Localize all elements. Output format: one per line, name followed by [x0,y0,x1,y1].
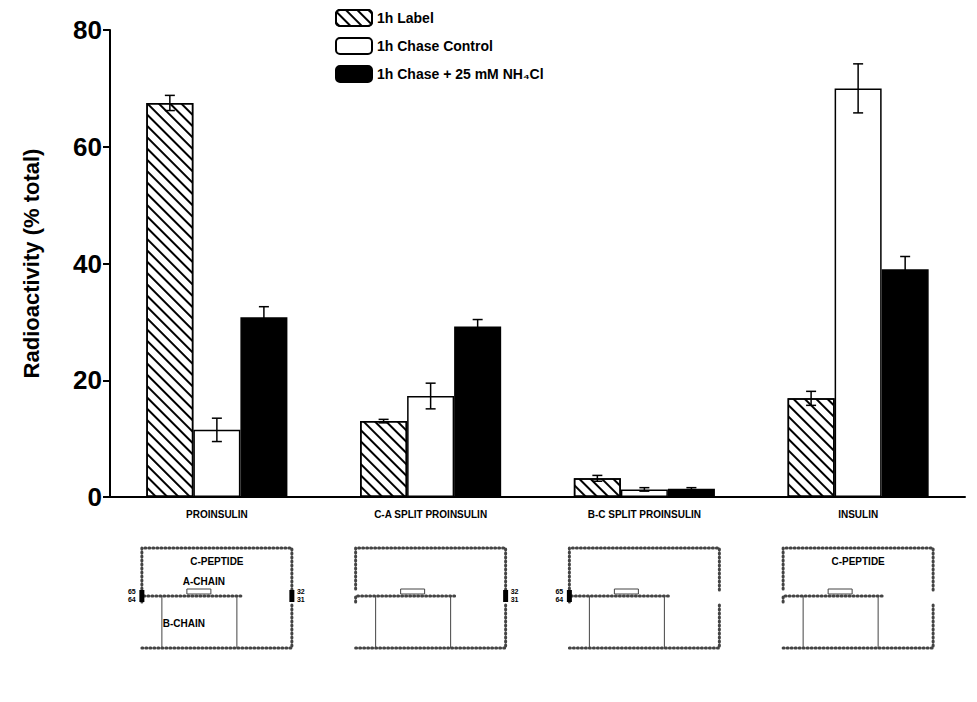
svg-text:1h Chase + 25 mM NH₄Cl: 1h Chase + 25 mM NH₄Cl [377,66,544,82]
svg-text:INSULIN: INSULIN [838,509,878,520]
svg-text:A-CHAIN: A-CHAIN [183,576,225,587]
svg-text:Radioactivity (% total): Radioactivity (% total) [19,149,44,379]
svg-text:31: 31 [511,596,519,603]
svg-text:C-PEPTIDE: C-PEPTIDE [190,556,244,567]
svg-text:B-CHAIN: B-CHAIN [163,618,205,629]
svg-text:65: 65 [128,588,136,595]
svg-text:64: 64 [128,596,136,603]
svg-text:32: 32 [297,588,305,595]
svg-text:31: 31 [297,596,305,603]
svg-text:32: 32 [511,588,519,595]
svg-text:1h Chase Control: 1h Chase Control [377,38,493,54]
svg-text:1h Label: 1h Label [377,10,434,26]
svg-text:PROINSULIN: PROINSULIN [186,509,248,520]
svg-text:C-PEPTIDE: C-PEPTIDE [831,556,885,567]
svg-text:64: 64 [555,596,563,603]
svg-text:C-A SPLIT PROINSULIN: C-A SPLIT PROINSULIN [374,509,487,520]
svg-text:65: 65 [555,588,563,595]
svg-text:B-C SPLIT PROINSULIN: B-C SPLIT PROINSULIN [588,509,701,520]
svg-text:20: 20 [73,365,102,395]
svg-text:0: 0 [88,482,102,512]
svg-text:80: 80 [73,15,102,45]
svg-text:60: 60 [73,132,102,162]
svg-text:40: 40 [73,249,102,279]
